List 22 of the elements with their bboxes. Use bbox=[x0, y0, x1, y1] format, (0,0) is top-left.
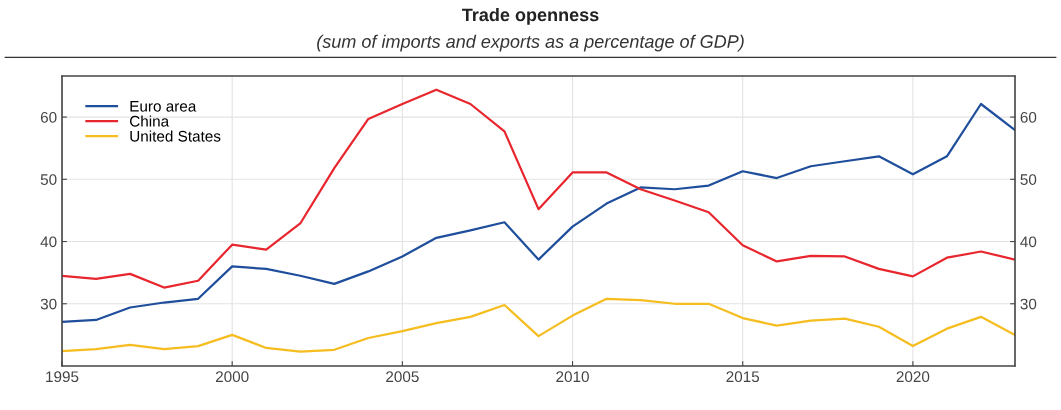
legend-label: China bbox=[130, 115, 170, 127]
y-tick-label: 50 bbox=[40, 174, 57, 185]
legend-label: United States bbox=[130, 130, 221, 142]
y2-tick-label: 60 bbox=[1020, 111, 1037, 123]
chart-subtitle: (sum of imports and exports as a percentage of GDP) bbox=[317, 34, 744, 52]
chart-title: Trade openness bbox=[461, 7, 599, 25]
line-series bbox=[62, 102, 1015, 323]
x-tick-label: 1995 bbox=[46, 371, 79, 383]
x-tick-label: 2005 bbox=[386, 371, 419, 383]
y2-tick-label: 40 bbox=[1020, 236, 1037, 248]
y-tick-label: 30 bbox=[40, 298, 57, 310]
x-tick-label: 2015 bbox=[726, 371, 760, 383]
y-tick-label: 40 bbox=[40, 236, 57, 248]
y2-tick-label: 50 bbox=[1020, 174, 1037, 185]
line-series bbox=[62, 88, 1015, 289]
line-series bbox=[62, 297, 1015, 353]
x-tick-label: 2010 bbox=[556, 371, 589, 383]
y2-tick-label: 30 bbox=[1020, 298, 1037, 310]
x-tick-label: 2000 bbox=[215, 371, 249, 383]
legend-label: Euro area bbox=[130, 101, 197, 112]
x-tick-label: 2020 bbox=[896, 371, 930, 383]
y-tick-label: 60 bbox=[40, 111, 57, 123]
